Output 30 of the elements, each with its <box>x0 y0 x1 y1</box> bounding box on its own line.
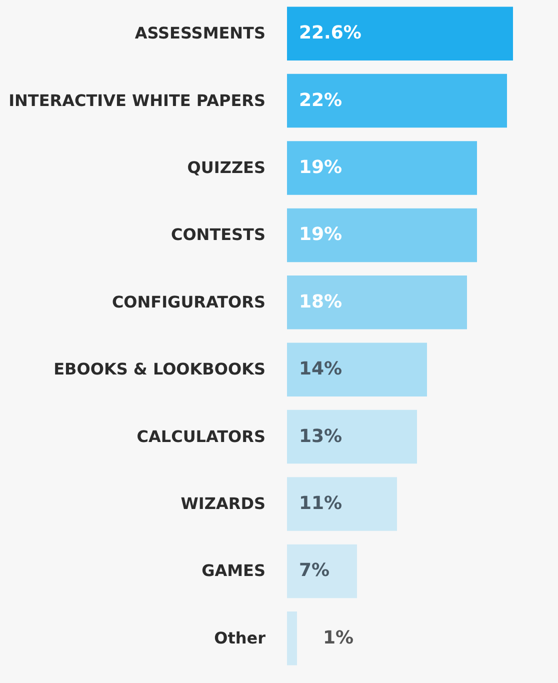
bar <box>287 6 513 60</box>
y-tick-label: INTERACTIVE WHITE PAPERS <box>8 90 266 110</box>
data-label: 22% <box>299 90 342 111</box>
y-tick-label: CONFIGURATORS <box>112 292 266 312</box>
data-label: 1% <box>323 627 354 648</box>
data-label: 7% <box>299 560 330 582</box>
y-tick-label: Other <box>214 628 266 648</box>
y-tick-label: GAMES <box>202 561 266 580</box>
bar <box>287 544 357 598</box>
y-tick-label: QUIZZES <box>187 158 266 177</box>
bar <box>287 74 507 128</box>
bar <box>287 477 397 531</box>
bar <box>287 612 297 666</box>
data-label: 18% <box>299 291 342 312</box>
bar <box>287 410 417 464</box>
y-tick-label: ASSESSMENTS <box>134 24 266 43</box>
data-label: 14% <box>299 358 342 380</box>
data-label: 13% <box>299 426 342 447</box>
data-label: 19% <box>299 157 342 178</box>
y-tick-label: CALCULATORS <box>136 426 266 446</box>
data-label: 11% <box>299 493 342 514</box>
data-label: 22.6% <box>299 22 362 44</box>
bar <box>287 276 467 330</box>
data-label: 19% <box>299 224 342 246</box>
y-tick-label: WIZARDS <box>180 494 266 513</box>
y-tick-label: EBOOKS & LOOKBOOKS <box>54 360 266 379</box>
bar <box>287 208 477 262</box>
bar <box>287 342 427 396</box>
y-tick-label: CONTESTS <box>170 225 266 244</box>
bar <box>287 141 477 195</box>
